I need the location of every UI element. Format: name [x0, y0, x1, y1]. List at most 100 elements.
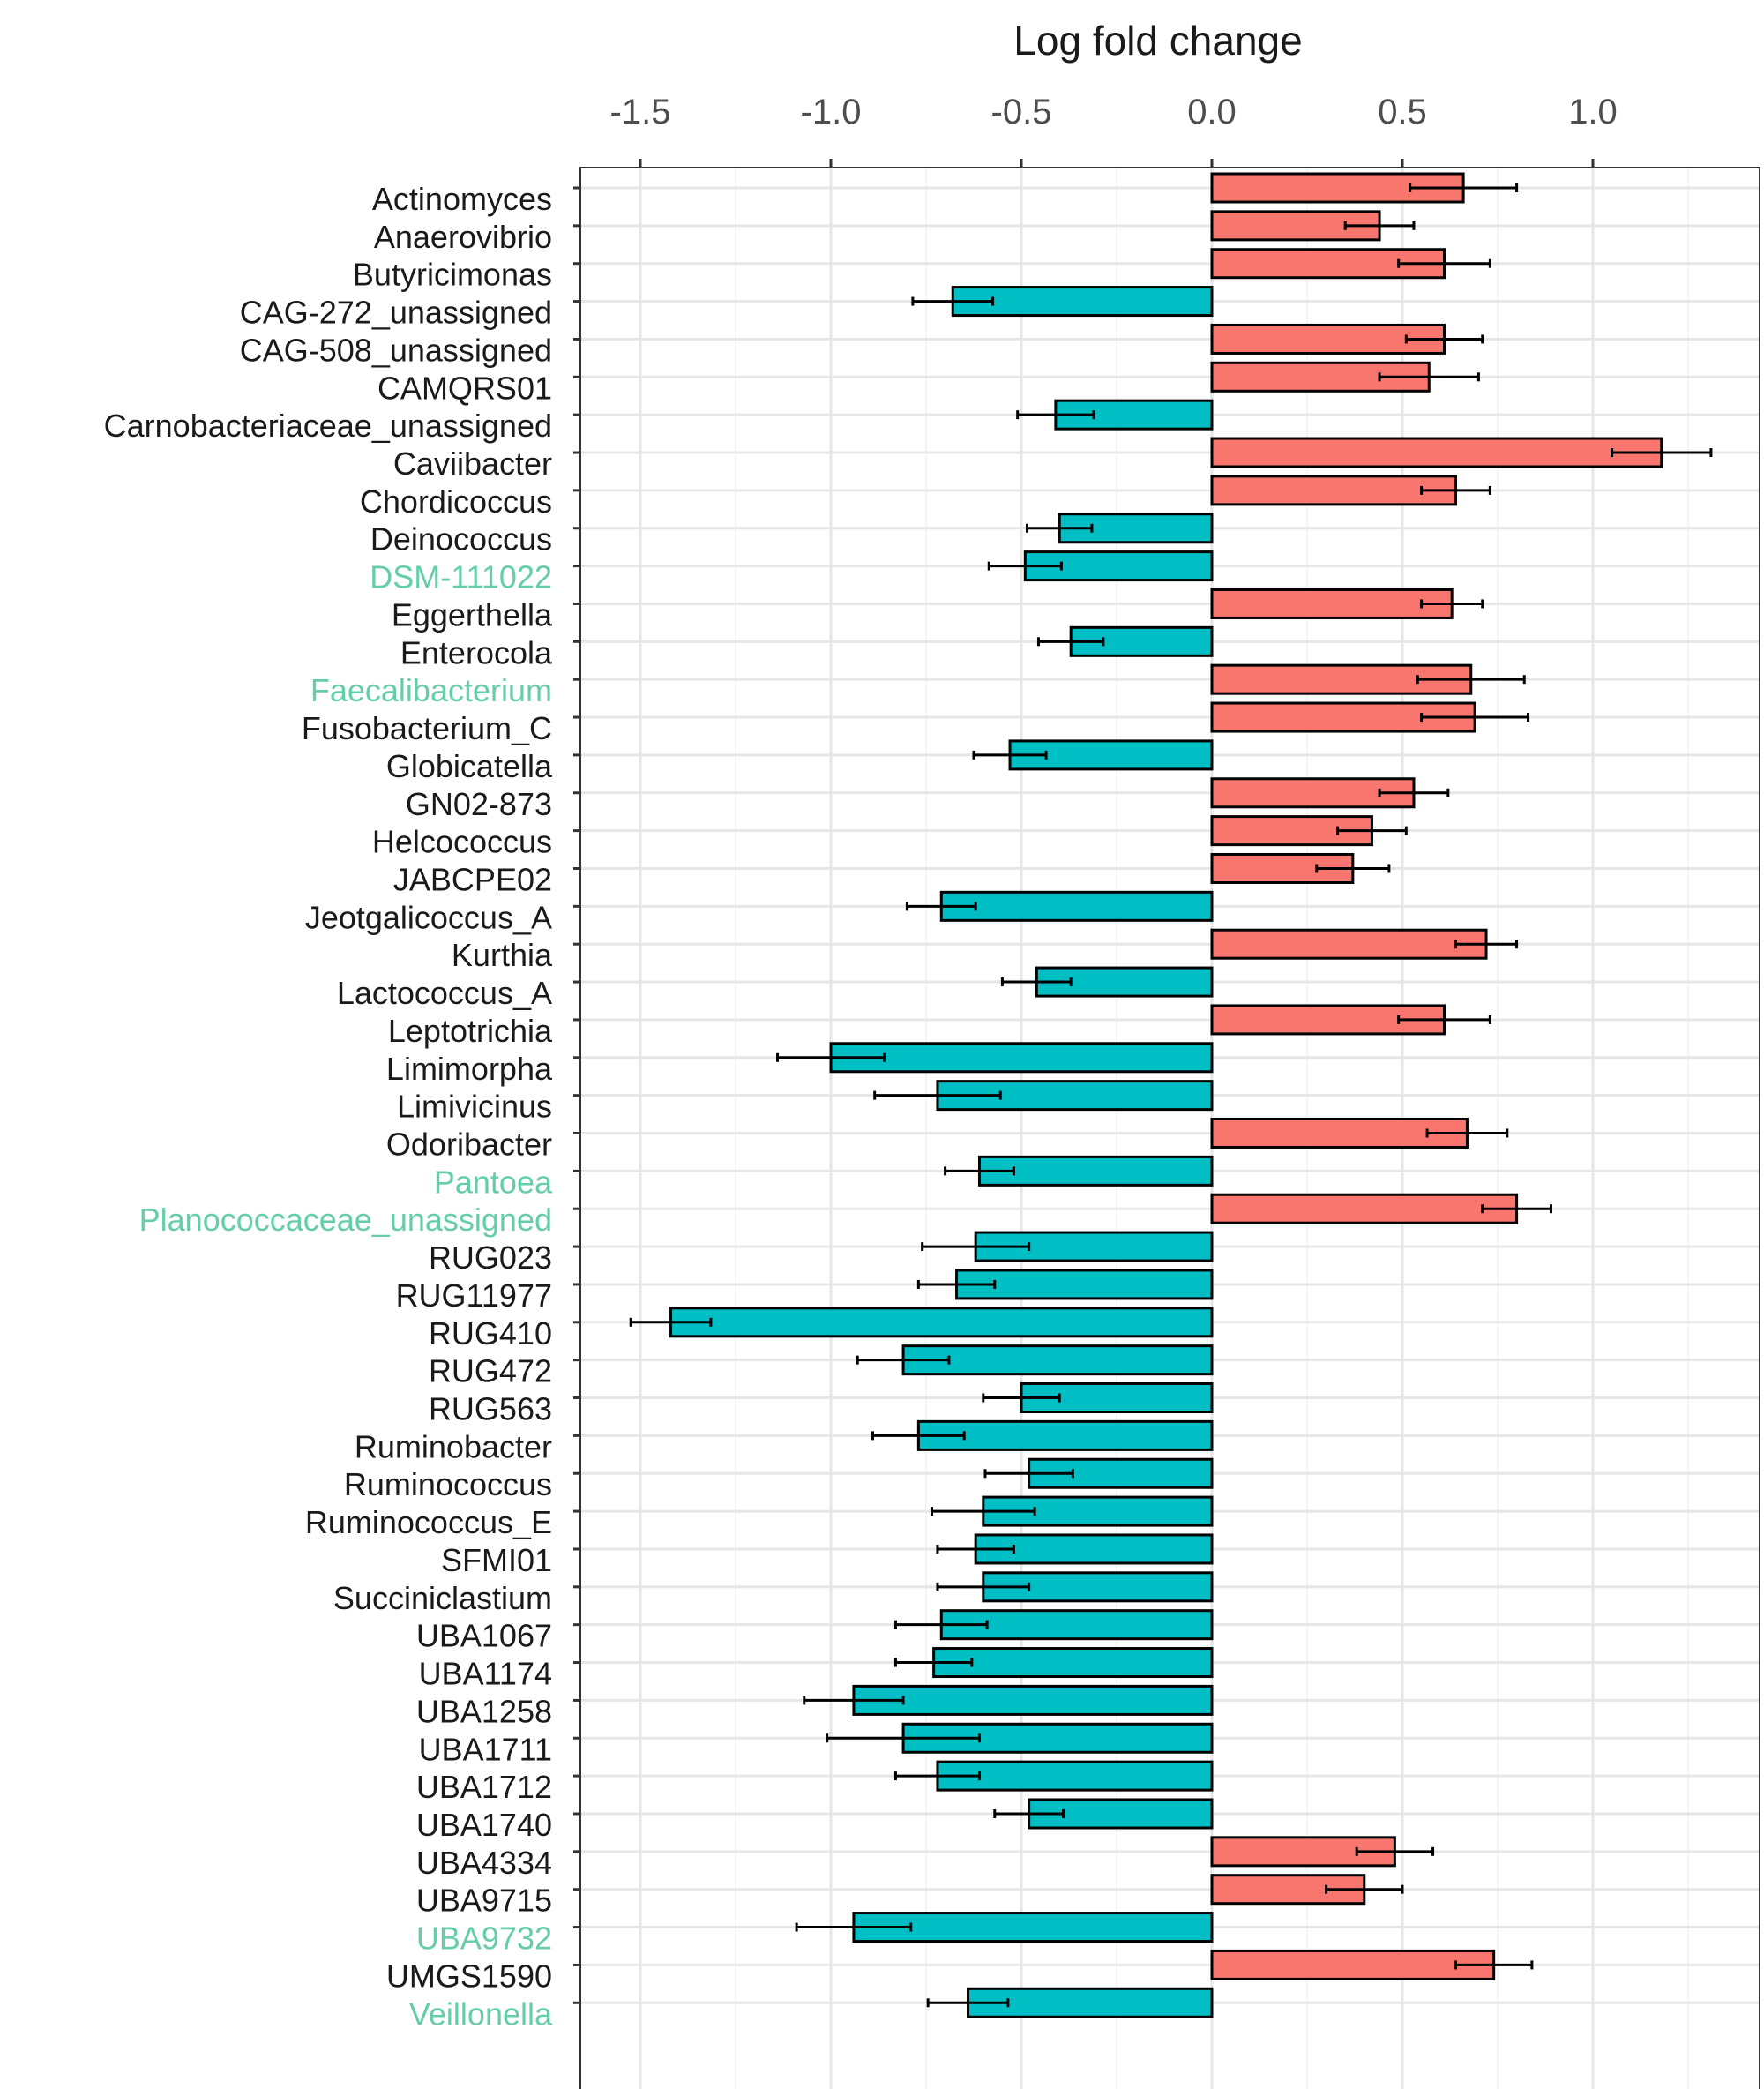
error-bars [629, 183, 1713, 2008]
bar-RUG472 [901, 1344, 1214, 1376]
x-axis-title: Log fold change [1013, 18, 1302, 64]
y-tick-label: UBA1258 [416, 1693, 552, 1729]
error-bar-Limimorpha [776, 1052, 886, 1062]
y-tick-label: DSM-111022 [370, 559, 552, 595]
y-tick-label: CAG-508_unassigned [240, 332, 552, 368]
y-tick-label: Ruminobacter [355, 1428, 552, 1464]
bar-UBA1174 [932, 1647, 1214, 1679]
gridlines [580, 168, 1760, 2089]
error-bar-CAG-272_unassigned [911, 296, 995, 306]
error-bar-CAMQRS01 [1378, 372, 1480, 382]
y-tick-label: Helcococcus [372, 824, 552, 860]
y-tick-label: Limivicinus [397, 1089, 552, 1125]
y-tick-label: UBA4334 [416, 1845, 552, 1881]
error-bar-Globicatella [972, 750, 1048, 760]
bar-Chordicoccus [1210, 475, 1457, 506]
error-bar-UBA9732 [795, 1922, 913, 1932]
y-tick-label: UBA9715 [416, 1883, 552, 1919]
bar-RUG563 [1020, 1382, 1214, 1414]
error-bar-UMGS1590 [1454, 1960, 1534, 1970]
x-tick-label: -0.5 [991, 93, 1052, 131]
y-tick-label: Globicatella [386, 748, 553, 784]
y-tick-label: Odoribacter [386, 1127, 552, 1163]
bar-UMGS1590 [1210, 1949, 1496, 1980]
x-tick-label: -1.0 [801, 93, 862, 131]
bar-Pantoea [977, 1155, 1214, 1187]
y-tick-label: Ruminococcus [344, 1466, 552, 1502]
y-tick-label: UBA1740 [416, 1807, 552, 1843]
error-bar-Eggerthella [1420, 599, 1484, 609]
bar-Caviibacter [1210, 437, 1663, 468]
error-bar-SFMI01 [936, 1544, 1015, 1554]
error-bar-Limivicinus [873, 1090, 1002, 1100]
error-bar-Chordicoccus [1420, 485, 1491, 495]
y-tick-label: Lactococcus_A [337, 975, 552, 1011]
error-bar-Planococcaceae_unassigned [1481, 1204, 1552, 1214]
bar-UBA9715 [1210, 1874, 1366, 1906]
y-tick-label: RUG023 [429, 1239, 552, 1276]
error-bar-DSM-111022 [987, 561, 1063, 571]
x-tick-label: 0.5 [1378, 93, 1427, 131]
error-bar-UBA1258 [803, 1696, 905, 1705]
error-bar-Caviibacter [1611, 448, 1713, 458]
y-tick-label: Eggerthella [392, 596, 553, 633]
panel-border [579, 167, 1760, 2089]
bar-Jeotgalicoccus_A [939, 890, 1214, 922]
error-bar-RUG410 [629, 1317, 713, 1327]
y-tick-label: RUG410 [429, 1315, 552, 1351]
error-bar-RUG472 [856, 1355, 951, 1365]
y-tick-label: UBA1712 [416, 1769, 552, 1805]
error-bar-Fusobacterium_C [1420, 713, 1530, 723]
x-axis: -1.5 -1.0 -0.5 0.0 0.5 1.0 [610, 93, 1618, 168]
y-tick-label: RUG11977 [396, 1277, 552, 1314]
error-bar-Enterocola [1036, 637, 1105, 647]
y-tick-label: SFMI01 [441, 1542, 552, 1578]
y-tick-label: CAMQRS01 [377, 370, 552, 406]
error-bar-CAG-508_unassigned [1404, 334, 1484, 344]
y-tick-label: Actinomyces [372, 181, 552, 217]
bar-UBA1258 [852, 1684, 1214, 1716]
error-bar-UBA9715 [1325, 1884, 1404, 1894]
y-tick-label: Ruminococcus_E [305, 1504, 552, 1540]
y-tick-label: Fusobacterium_C [302, 710, 552, 746]
error-bar-Jeotgalicoccus_A [905, 902, 977, 911]
error-bar-Faecalibacterium [1416, 675, 1526, 685]
y-tick-label: Veillonella [409, 1995, 553, 2032]
error-bar-Pantoea [944, 1166, 1015, 1176]
bar-Limimorpha [829, 1042, 1214, 1074]
error-bar-JABCPE02 [1315, 864, 1391, 873]
error-bar-GN02-873 [1378, 788, 1450, 797]
y-tick-label: Leptotrichia [388, 1013, 553, 1049]
bar-RUG410 [669, 1307, 1214, 1338]
y-tick-label: Planococcaceae_unassigned [139, 1202, 552, 1238]
error-bar-UBA1174 [893, 1658, 974, 1667]
bar-Eggerthella [1210, 588, 1454, 619]
error-bar-Ruminococcus [983, 1469, 1074, 1479]
bar-Ruminobacter [916, 1419, 1214, 1451]
bars [669, 172, 1663, 2018]
error-bar-Anaerovibrio [1343, 221, 1416, 230]
error-bar-Helcococcus [1336, 826, 1408, 835]
error-bar-Deinococcus [1025, 523, 1094, 533]
error-bar-UBA4334 [1355, 1846, 1435, 1856]
y-tick-label: Chordicoccus [360, 483, 552, 520]
y-tick-label: Caviibacter [393, 446, 552, 482]
y-tick-label: Faecalibacterium [310, 672, 552, 708]
y-tick-label: RUG472 [429, 1353, 552, 1389]
error-bar-UBA1067 [893, 1620, 989, 1629]
error-bar-Odoribacter [1425, 1128, 1509, 1138]
y-tick-label: UBA1067 [416, 1618, 552, 1654]
y-tick-label: Kurthia [452, 937, 553, 973]
error-bar-Actinomyces [1409, 183, 1519, 192]
y-axis: ActinomycesAnaerovibrioButyricimonasCAG-… [104, 181, 580, 2032]
error-bar-Succiniclastium [936, 1582, 1031, 1591]
x-tick-label: 1.0 [1568, 93, 1618, 131]
y-tick-label: Butyricimonas [353, 257, 552, 293]
error-bar-UBA1711 [826, 1733, 981, 1743]
y-tick-label: JABCPE02 [393, 861, 552, 897]
bar-Kurthia [1210, 928, 1488, 960]
x-tick-label: 0.0 [1187, 93, 1237, 131]
bar-UBA1712 [936, 1760, 1214, 1792]
error-bar-UBA1740 [993, 1808, 1065, 1818]
